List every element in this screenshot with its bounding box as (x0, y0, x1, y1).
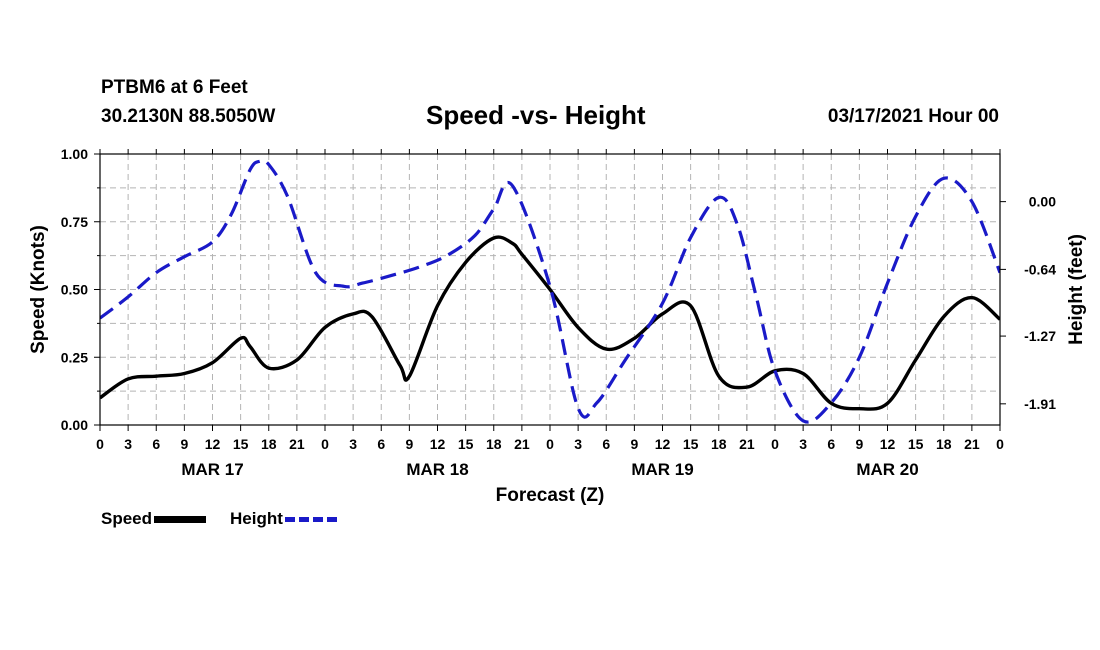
speed-height-chart: 0 3 6 9 12 15 18 21 0 3 6 9 12 15 18 21 0 3 6 9 12 15 18 21 0 3 6 9… (0, 0, 1100, 650)
x-tick-label: 6 (152, 436, 160, 452)
x-tick-label: 9 (405, 436, 413, 452)
x-tick-label: 18 (711, 436, 727, 452)
legend-speed-label: Speed (101, 509, 152, 528)
x-tick-label: 0 (771, 436, 779, 452)
y2-tick-label: -0.64 (1024, 261, 1056, 277)
x-tick-label: 3 (574, 436, 582, 452)
y-tick-label: 0.00 (61, 417, 88, 433)
x-tick-label: 3 (799, 436, 807, 452)
legend-height: Height (230, 509, 337, 529)
axes: 0 3 6 9 12 15 18 21 0 3 6 9 12 15 18 21 0 3 6 9 12 15 18 21 0 3 6 9… (61, 146, 1056, 479)
x-tick-label: 15 (458, 436, 474, 452)
y-tick-label: 0.75 (61, 214, 88, 230)
x-tick-label: 21 (739, 436, 755, 452)
x-tick-label: 3 (124, 436, 132, 452)
x-tick-label: 9 (630, 436, 638, 452)
day-label: MAR 18 (406, 460, 468, 479)
x-tick-label: 3 (349, 436, 357, 452)
day-label: MAR 19 (631, 460, 693, 479)
x-tick-label: 21 (514, 436, 530, 452)
x-tick-label: 18 (936, 436, 952, 452)
y2-tick-label: -1.27 (1024, 328, 1056, 344)
x-tick-label: 12 (880, 436, 896, 452)
legend-height-swatch (285, 517, 337, 522)
x-tick-label: 12 (205, 436, 221, 452)
y-tick-label: 0.25 (61, 349, 88, 365)
y2-tick-label: 0.00 (1029, 194, 1056, 210)
x-tick-label: 0 (96, 436, 104, 452)
x-tick-label: 0 (996, 436, 1004, 452)
day-label: MAR 20 (856, 460, 918, 479)
legend-speed: Speed (101, 509, 206, 529)
x-axis-title: Forecast (Z) (496, 485, 605, 506)
day-label: MAR 17 (181, 460, 243, 479)
y2-axis-title: Height (feet) (1066, 234, 1087, 345)
x-tick-label: 18 (486, 436, 502, 452)
legend-height-label: Height (230, 509, 283, 528)
x-tick-label: 9 (180, 436, 188, 452)
x-tick-label: 0 (321, 436, 329, 452)
y-axis-title: Speed (Knots) (28, 225, 49, 354)
x-tick-label: 6 (377, 436, 385, 452)
x-tick-label: 9 (855, 436, 863, 452)
x-tick-label: 6 (602, 436, 610, 452)
y-tick-label: 1.00 (61, 146, 88, 162)
x-tick-label: 21 (964, 436, 980, 452)
y-tick-label: 0.50 (61, 282, 88, 298)
x-tick-label: 12 (430, 436, 446, 452)
x-tick-label: 21 (289, 436, 305, 452)
y2-tick-label: -1.91 (1024, 396, 1056, 412)
x-tick-label: 15 (908, 436, 924, 452)
x-tick-label: 0 (546, 436, 554, 452)
x-tick-label: 15 (233, 436, 249, 452)
x-tick-label: 15 (683, 436, 699, 452)
x-tick-label: 6 (827, 436, 835, 452)
legend-speed-swatch (154, 516, 206, 523)
x-tick-label: 18 (261, 436, 277, 452)
x-tick-label: 12 (655, 436, 671, 452)
